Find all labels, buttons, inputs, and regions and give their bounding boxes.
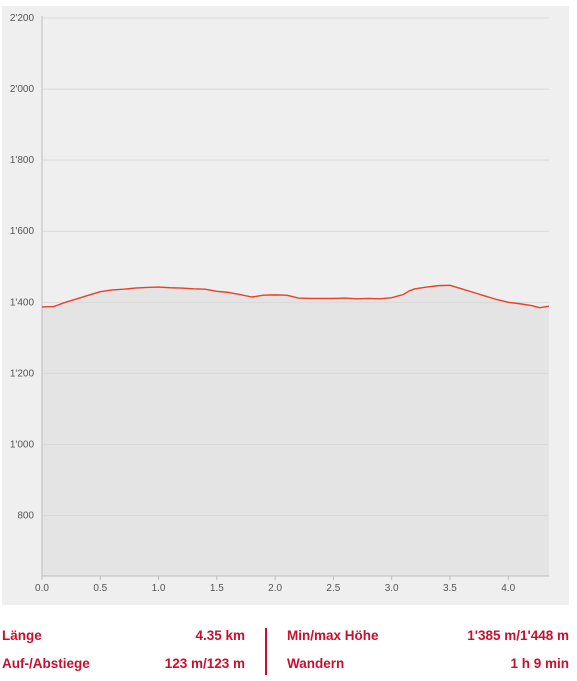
elevation-line [41,284,550,309]
stat-activity-label: Wandern [287,656,345,671]
y-tick-label: 1'800 [10,155,35,166]
x-tick-label: 0.5 [93,583,107,594]
stat-minmax: Min/max Höhe 1'385 m/1'448 m [287,622,569,650]
stat-ascent-value: 123 m/123 m [164,656,245,671]
stat-activity-value: 1 h 9 min [510,656,569,671]
y-tick-label: 1'400 [10,297,35,308]
x-tick-label: 3.0 [385,583,399,594]
y-tick-label: 1'600 [10,226,35,237]
y-tick-label: 1'200 [10,368,35,379]
stat-length-label: Länge [2,628,42,643]
stat-minmax-label: Min/max Höhe [287,628,379,643]
route-stats-panel: Länge 4.35 km Auf-/Abstiege 123 m/123 m … [0,622,577,681]
y-tick-label: 800 [17,511,34,522]
x-tick-label: 1.0 [152,583,166,594]
stat-length: Länge 4.35 km [2,622,245,650]
x-tick-label: 2.5 [326,583,340,594]
elevation-area-fill [42,285,549,576]
stat-minmax-value: 1'385 m/1'448 m [467,628,569,643]
stats-column-right: Min/max Höhe 1'385 m/1'448 m Wandern 1 h… [287,622,569,678]
x-tick-label: 0.0 [35,583,49,594]
stats-column-left: Länge 4.35 km Auf-/Abstiege 123 m/123 m [2,622,245,678]
elevation-chart-svg: 800 1'000 1'200 1'400 1'600 1'800 2'000 2'200 0.… [10,13,550,594]
y-tick-label: 2'000 [10,84,35,95]
x-tick-label: 3.5 [443,583,457,594]
stat-activity: Wandern 1 h 9 min [287,650,569,678]
x-tick-label: 4.0 [501,583,515,594]
y-tick-label: 1'000 [10,439,35,450]
stats-divider [265,628,267,675]
y-tick-label: 2'200 [10,13,35,24]
x-tick-label: 2.0 [268,583,282,594]
x-tick-label: 1.5 [210,583,224,594]
stat-length-value: 4.35 km [195,628,245,643]
stat-ascent: Auf-/Abstiege 123 m/123 m [2,650,245,678]
elevation-profile-chart: 800 1'000 1'200 1'400 1'600 1'800 2'000 2'200 0.… [2,6,569,605]
stat-ascent-label: Auf-/Abstiege [2,656,90,671]
